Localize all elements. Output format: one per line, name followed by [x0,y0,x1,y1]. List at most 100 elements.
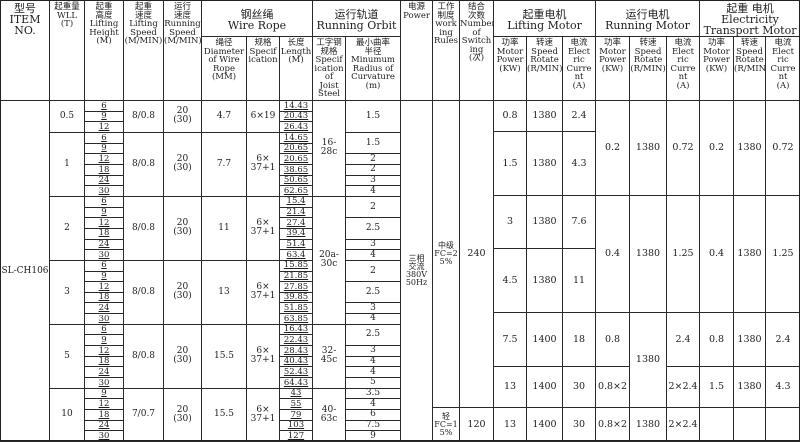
header-lifting-motor: 起重电机 Lifting Motor [494,1,596,37]
header-transport-motor-current: 电流 Elect ric Curre nt (A) [766,37,800,101]
rope-spec-cell: 6× 37+1 [247,132,280,196]
running-motor-power-cell: 0.8 [596,313,630,367]
lifting-motor-current-cell: 4.3 [563,132,596,196]
table-header: 型号 ITEM NO. 起重量 WLL (T) 起重 高度 Lifting He… [0,0,800,101]
wll-cell: 1 [50,132,85,196]
lifting-motor-power-cell: 13 [494,408,527,442]
header-lifting-motor-power: 功率 Motor Power (KW) [494,37,527,101]
rope-length-cell: 62.65 [280,186,313,197]
lifting-motor-power-cell: 4.5 [494,249,527,313]
header-min-radius: 最小曲率 半径 Minumum Radius of Curvature (m) [346,37,401,101]
rope-length-cell: 22.43 [280,335,313,346]
lifting-height-cell: 30 [85,186,124,197]
lifting-height-cell: 18 [85,356,124,367]
min-radius-cell: 1.5 [346,101,401,133]
rope-length-cell: 27.4 [280,218,313,229]
header-wire-rope: 钢丝绳 Wire Rope [202,1,313,37]
lifting-height-cell: 6 [85,101,124,112]
lifting-motor-speed-cell: 1400 [527,408,563,442]
header-lifting-motor-speed: 转速 Speed Rotate (R/MIN) [527,37,563,101]
rope-diameter-cell: 15.5 [202,324,247,388]
transport-motor-speed-cell [734,408,766,442]
working-rules-cell: 轻 FC=1 5% [433,408,460,442]
lifting-height-cell: 18 [85,164,124,175]
rope-spec-cell: 6× 37+1 [247,260,280,324]
header-diameter: 绳径 Diameter of Wire Rope (MM) [202,37,247,101]
rope-length-cell: 26.43 [280,122,313,133]
joist-steel-cell: 32- 45c [313,324,346,388]
lifting-motor-current-cell: 11 [563,249,596,313]
header-switching: 结合 次数 Number of Switch ing (次) [460,1,494,101]
lifting-motor-power-cell: 0.8 [494,101,527,132]
running-speed-cell: 20 (30) [164,388,202,441]
running-speed-cell: 20 (30) [164,101,202,133]
rope-length-cell: 14.43 [280,101,313,112]
rope-length-cell: 14.65 [280,132,313,143]
rope-length-cell: 20.43 [280,111,313,122]
wll-cell: 0.5 [50,101,85,133]
running-motor-power-cell: 0.8×2 [596,367,630,408]
rope-diameter-cell: 15.5 [202,388,247,441]
min-radius-cell: 4 [346,399,401,410]
lifting-motor-current-cell: 30 [563,367,596,408]
wll-cell: 2 [50,196,85,260]
lifting-motor-current-cell: 18 [563,313,596,367]
running-motor-current-cell: 0.72 [667,101,700,196]
transport-motor-power-cell: 0.4 [700,196,734,313]
transport-motor-speed-cell: 1380 [734,367,766,408]
rope-length-cell: 20.65 [280,143,313,154]
min-radius-cell: 3 [346,303,401,314]
running-motor-speed-cell: 1380 [630,101,667,196]
switching-cell: 240 [460,101,494,408]
transport-motor-current-cell [766,408,800,442]
rope-length-cell: 51.85 [280,303,313,314]
running-motor-current-cell: 2×2.4 [667,367,700,408]
running-motor-current-cell: 1.25 [667,196,700,313]
running-motor-current-cell: 2×2.4 [667,408,700,442]
lifting-height-cell: 9 [85,388,124,399]
min-radius-cell: 2.5 [346,324,401,345]
rope-spec-cell: 6× 37+1 [247,324,280,388]
lifting-height-cell: 30 [85,378,124,389]
min-radius-cell: 1.5 [346,132,401,153]
wll-cell: 5 [50,324,85,388]
joist-steel-cell: 20a- 30c [313,196,346,324]
rope-length-cell: 39.85 [280,292,313,303]
min-radius-cell: 2.5 [346,282,401,303]
lifting-speed-cell: 8/0.8 [124,324,164,388]
min-radius-cell: 6 [346,410,401,421]
joist-steel-cell: 16- 28c [313,101,346,197]
lifting-height-cell: 12 [85,122,124,133]
header-item-no: 型号 ITEM NO. [1,1,50,101]
rope-length-cell: 127 [280,431,313,442]
running-motor-speed-cell: 1380 [630,196,667,313]
rope-diameter-cell: 7.7 [202,132,247,196]
header-working-rules: 工作 制度 work ing Rules [433,1,460,101]
header-running-speed: 运行 速度 Running Speed (M/MIN) [164,1,202,101]
transport-motor-power-cell: 0.2 [700,101,734,196]
min-radius-cell: 9 [346,431,401,442]
switching-cell: 120 [460,408,494,442]
header-lifting-motor-current: 电流 Elect ric Curre nt (A) [563,37,596,101]
rope-length-cell: 51.4 [280,239,313,250]
transport-motor-current-cell: 0.72 [766,101,800,196]
min-radius-cell: 3 [346,346,401,357]
rope-length-cell: 21.85 [280,271,313,282]
transport-motor-power-cell: 0.8 [700,313,734,367]
lifting-height-cell: 9 [85,143,124,154]
rope-length-cell: 27.85 [280,282,313,293]
lifting-motor-current-cell: 30 [563,408,596,442]
lifting-height-cell: 12 [85,399,124,410]
header-running-motor: 运行电机 Running Motor [596,1,700,37]
rope-length-cell: 20.65 [280,154,313,165]
lifting-height-cell: 6 [85,196,124,207]
rope-length-cell: 63.4 [280,250,313,261]
transport-motor-speed-cell: 1380 [734,196,766,313]
min-radius-cell: 2.5 [346,218,401,239]
min-radius-cell: 4 [346,367,401,378]
lifting-motor-current-cell: 7.6 [563,196,596,249]
lifting-motor-speed-cell: 1380 [527,196,563,249]
lifting-height-cell: 18 [85,292,124,303]
